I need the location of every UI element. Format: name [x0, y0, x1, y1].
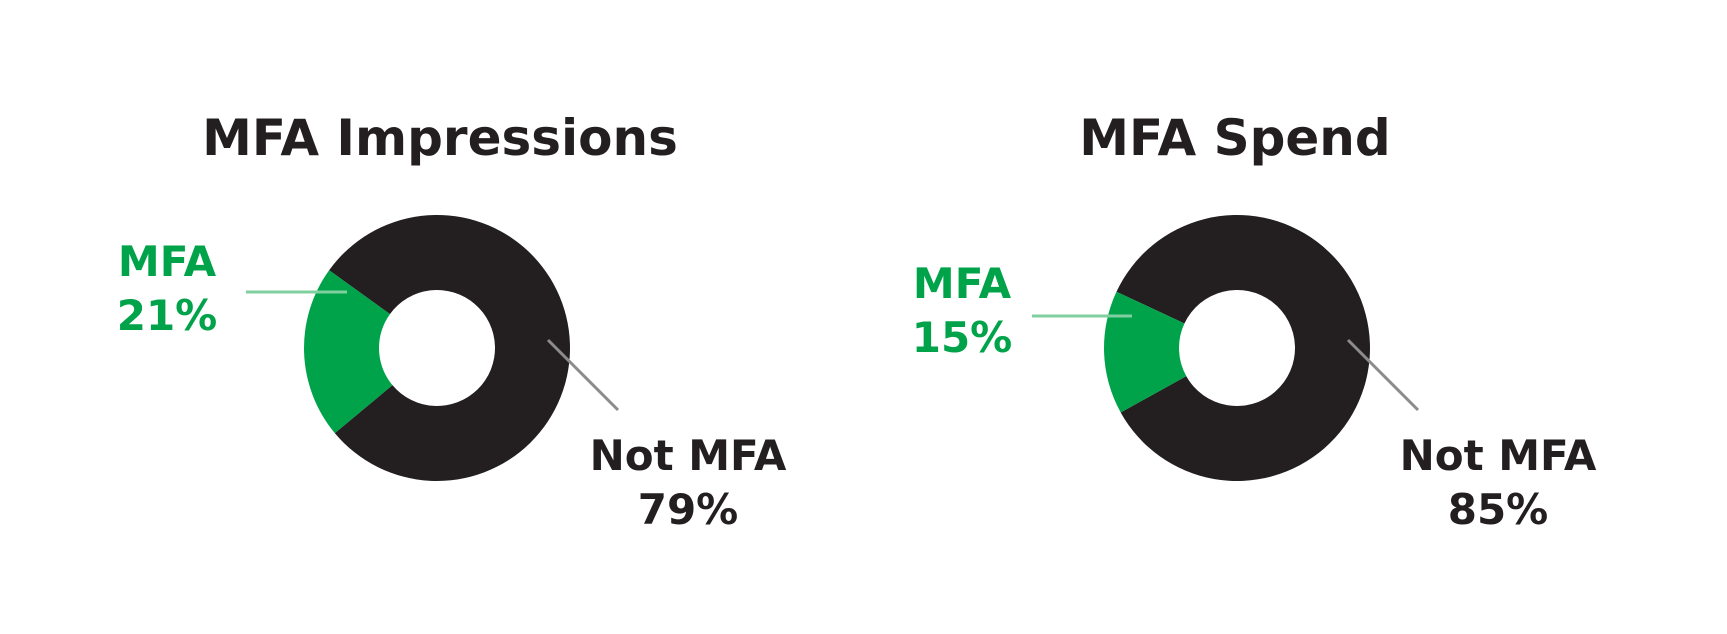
slice-label-mfa: MFA [118, 237, 217, 286]
donut-slice-mfa [304, 270, 393, 434]
leader-line-not-mfa [546, 338, 620, 412]
donut-slice-not-mfa [329, 214, 571, 481]
chart-mfa-spend: MFA Spend MFA 15% Not MFA 85% [912, 109, 1597, 534]
leader-line-not-mfa [1346, 338, 1420, 412]
slice-value-not-mfa: 85% [1448, 485, 1549, 534]
slice-label-mfa: MFA [913, 259, 1012, 308]
donut-slice-mfa [1104, 291, 1187, 413]
slice-value-mfa: 21% [117, 291, 218, 340]
chart-title: MFA Spend [1079, 109, 1390, 167]
slice-label-not-mfa: Not MFA [590, 431, 787, 480]
donut-slice-not-mfa [1116, 214, 1371, 481]
slice-value-not-mfa: 79% [638, 485, 739, 534]
slice-label-not-mfa: Not MFA [1400, 431, 1597, 480]
slice-value-mfa: 15% [912, 313, 1013, 362]
chart-mfa-impressions: MFA Impressions MFA 21% Not MFA 79% [117, 109, 787, 534]
chart-title: MFA Impressions [202, 109, 678, 167]
